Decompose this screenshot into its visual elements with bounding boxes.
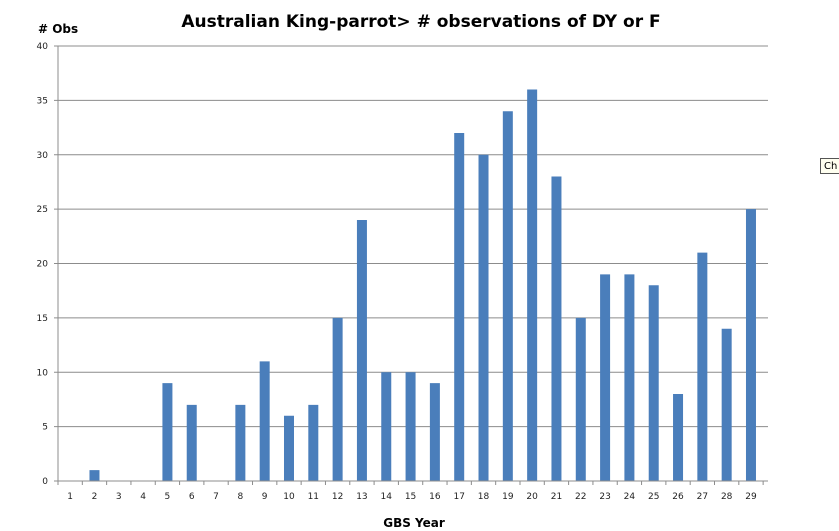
- x-tick-label: 19: [502, 492, 514, 502]
- x-tick-label: 1: [67, 492, 73, 502]
- bar-16: [429, 383, 440, 481]
- x-tick-label: 3: [116, 492, 122, 502]
- x-axis-ticks: 1 2 3 4 5 6 7 8 9 10 11 12 13 14 15 16 17 18 19 20 21 22 23 24 2…: [57, 481, 764, 502]
- y-tick-label: 15: [37, 314, 48, 324]
- x-tick-label: 20: [526, 492, 538, 502]
- x-tick-label: 16: [429, 492, 441, 502]
- bar-21: [551, 176, 562, 481]
- y-tick-label: 40: [37, 42, 49, 52]
- bar-23: [600, 274, 611, 481]
- axes: [57, 46, 768, 482]
- bar-10: [283, 415, 294, 481]
- bar-8: [235, 404, 246, 481]
- bar-14: [381, 372, 392, 481]
- x-tick-label: 10: [283, 492, 295, 502]
- x-tick-label: 29: [745, 492, 757, 502]
- x-tick-label: 28: [721, 492, 733, 502]
- x-tick-label: 23: [599, 492, 610, 502]
- bar-28: [721, 328, 732, 481]
- x-tick-label: 12: [332, 492, 343, 502]
- x-axis-label: GBS Year: [383, 516, 445, 530]
- x-tick-label: 24: [624, 492, 636, 502]
- x-tick-label: 6: [189, 492, 195, 502]
- x-tick-label: 13: [356, 492, 367, 502]
- bar-9: [259, 361, 270, 481]
- x-tick-label: 2: [92, 492, 98, 502]
- bar-25: [648, 285, 659, 481]
- y-axis-ticks: 0 5 10 15 20 25 30 35 40: [37, 42, 58, 487]
- bar-12: [332, 317, 343, 481]
- x-tick-label: 17: [453, 492, 464, 502]
- bar-19: [502, 111, 513, 481]
- x-tick-label: 21: [551, 492, 562, 502]
- bar-24: [624, 274, 635, 481]
- x-tick-label: 14: [381, 492, 393, 502]
- chart-title: Australian King-parrot> # observations o…: [181, 12, 660, 32]
- bar-18: [478, 154, 489, 481]
- y-axis-label: # Obs: [38, 22, 78, 36]
- x-tick-label: 15: [405, 492, 416, 502]
- bar-13: [356, 220, 367, 481]
- bar-27: [697, 252, 708, 481]
- y-tick-label: 10: [37, 368, 49, 378]
- chart-edge-tab[interactable]: Ch: [820, 158, 839, 174]
- y-tick-label: 20: [37, 260, 49, 270]
- bar-2: [89, 470, 100, 481]
- x-tick-label: 5: [165, 492, 171, 502]
- x-tick-label: 4: [140, 492, 146, 502]
- x-tick-label: 11: [308, 492, 319, 502]
- bar-22: [575, 317, 586, 481]
- y-tick-label: 0: [42, 477, 48, 487]
- y-tick-label: 5: [42, 423, 48, 433]
- x-tick-label: 9: [262, 492, 268, 502]
- gridlines: [58, 45, 768, 428]
- x-tick-label: 25: [648, 492, 659, 502]
- x-tick-label: 7: [213, 492, 219, 502]
- bar-6: [186, 404, 197, 481]
- bar-17: [454, 133, 465, 481]
- y-tick-label: 30: [37, 151, 49, 161]
- x-tick-label: 18: [478, 492, 490, 502]
- x-tick-label: 27: [697, 492, 708, 502]
- bar-5: [162, 383, 173, 481]
- bar-20: [527, 89, 538, 481]
- y-tick-label: 35: [37, 96, 48, 106]
- x-tick-label: 8: [237, 492, 243, 502]
- bar-29: [745, 209, 756, 481]
- bar-11: [308, 404, 319, 481]
- x-tick-label: 26: [672, 492, 684, 502]
- bars: [89, 89, 756, 481]
- bar-15: [405, 372, 416, 481]
- bar-26: [673, 394, 684, 481]
- y-tick-label: 25: [37, 205, 48, 215]
- x-tick-label: 22: [575, 492, 586, 502]
